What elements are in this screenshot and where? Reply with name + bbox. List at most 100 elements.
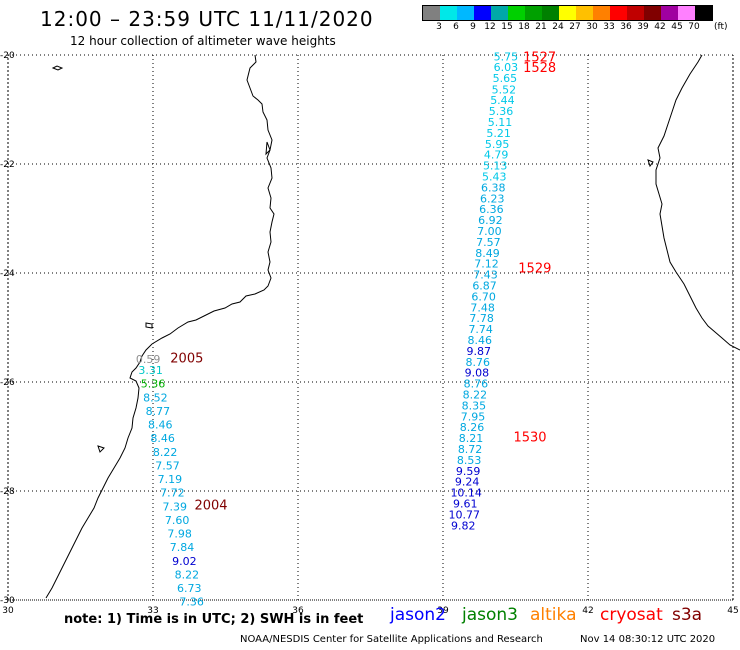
wave-height-value: 7.48 [470, 301, 495, 314]
island-1 [51, 65, 64, 71]
legend-tick-label: 6 [453, 22, 459, 32]
wave-height-value: 6.36 [479, 203, 504, 216]
lon-label: 45 [727, 606, 738, 616]
map-title: 12:00 – 23:59 UTC 11/11/2020 [40, 7, 374, 31]
legend-swatch [474, 6, 491, 20]
legend-tick-label: 33 [603, 22, 615, 32]
legend-tick-label: 18 [518, 22, 530, 32]
lon-label: 42 [582, 606, 593, 616]
lat-label: -26 [0, 378, 15, 388]
wave-height-value: 7.39 [163, 500, 188, 513]
legend-swatch [542, 6, 559, 20]
lon-label: 33 [147, 606, 158, 616]
legend-swatch [508, 6, 525, 20]
wave-height-value: 8.72 [458, 443, 483, 456]
wave-height-value: 6.03 [494, 61, 519, 74]
island-2 [145, 322, 153, 329]
wave-height-value: 8.21 [459, 432, 484, 445]
wave-height-value: 10.14 [450, 487, 482, 500]
color-scale-legend [422, 5, 713, 21]
satellite-label-jason2: jason2 [390, 605, 446, 625]
wave-height-value: 8.22 [463, 389, 488, 402]
legend-swatch [695, 6, 712, 20]
wave-height-value: 9.24 [455, 476, 480, 489]
wave-height-value: 9.59 [456, 465, 481, 478]
island-4 [97, 445, 105, 453]
wave-height-value: 9.08 [465, 367, 490, 380]
wave-height-value: 7.36 [179, 596, 204, 609]
wave-height-value: 7.78 [469, 312, 494, 325]
wave-height-value: 6.87 [472, 280, 497, 293]
wave-height-value: 3.31 [138, 364, 163, 377]
wave-height-value: 8.22 [153, 446, 178, 459]
wave-height-value: 8.49 [475, 247, 500, 260]
wave-height-value: 5.36 [141, 378, 166, 391]
wave-height-value: 7.74 [468, 323, 493, 336]
map-subtitle: 12 hour collection of altimeter wave hei… [70, 34, 336, 48]
legend-swatch [576, 6, 593, 20]
wave-height-value: 5.43 [482, 171, 507, 184]
wave-height-value: 7.72 [160, 487, 185, 500]
wave-height-value: 6.38 [481, 181, 506, 194]
lat-label: -28 [0, 487, 15, 497]
wave-height-value: 8.26 [460, 421, 485, 434]
wave-height-value: 4.79 [484, 149, 509, 162]
wave-height-value: 9.02 [172, 555, 197, 568]
map-frame [7, 54, 734, 601]
wave-height-value: 7.57 [155, 459, 180, 472]
wave-height-value: 8.46 [150, 432, 175, 445]
legend-tick-label: 42 [654, 22, 666, 32]
madagascar-coastline [655, 54, 740, 351]
lon-label: 39 [437, 606, 449, 616]
wave-height-value: 8.53 [457, 454, 482, 467]
island-5 [647, 159, 654, 168]
lat-label: -24 [0, 269, 15, 279]
pass-time-label: 2005 [170, 351, 203, 366]
wave-height-value: 8.35 [462, 399, 487, 412]
legend-swatch [661, 6, 678, 20]
wave-height-value: 8.52 [143, 391, 168, 404]
wave-height-value: 5.95 [485, 138, 510, 151]
wave-height-value: 8.76 [464, 378, 489, 391]
wave-height-value: 5.36 [489, 105, 514, 118]
timestamp: Nov 14 08:30:12 UTC 2020 [580, 634, 716, 645]
satellite-label-altika: altika [530, 605, 577, 625]
legend-tick-label: 15 [501, 22, 513, 32]
wave-height-value: 6.73 [177, 582, 202, 595]
wave-height-value: 9.82 [451, 519, 476, 532]
legend-tick-label: 39 [637, 22, 649, 32]
wave-height-value: 9.87 [467, 345, 492, 358]
wave-height-value: 5.52 [492, 83, 517, 96]
legend-swatch [678, 6, 695, 20]
wave-height-value: 5.13 [483, 160, 508, 173]
wave-height-value: 7.95 [461, 410, 486, 423]
lon-label: 36 [292, 606, 304, 616]
wave-height-value: 7.60 [165, 514, 190, 527]
wave-height-value: 9.61 [453, 498, 478, 511]
wave-height-value: 10.77 [449, 508, 481, 521]
wave-height-value: 7.00 [477, 225, 502, 238]
legend-swatch [491, 6, 508, 20]
wave-height-value: 5.21 [486, 127, 511, 140]
island-3 [265, 141, 271, 156]
wave-height-value: 6.70 [471, 290, 496, 303]
pass-time-label: 1527 [523, 51, 556, 66]
legend-tick-label: 21 [535, 22, 547, 32]
wave-height-value: 7.19 [158, 473, 183, 486]
satellite-label-cryosat: cryosat [600, 605, 663, 625]
legend-unit: (ft) [714, 22, 728, 32]
legend-tick-label: 9 [470, 22, 476, 32]
legend-tick-label: 36 [620, 22, 632, 32]
wave-height-value: 5.65 [493, 72, 518, 85]
credit: NOAA/NESDIS Center for Satellite Applica… [240, 634, 543, 645]
legend-swatch [610, 6, 627, 20]
lon-label: 30 [2, 606, 14, 616]
wave-height-value: 7.57 [476, 236, 501, 249]
legend-swatch [440, 6, 457, 20]
wave-tracks: 5.756.035.655.525.445.365.115.215.954.79… [136, 51, 518, 609]
pass-time-label: 2004 [194, 499, 227, 514]
africa-coastline [45, 54, 275, 599]
wave-height-value: 7.43 [473, 269, 498, 282]
